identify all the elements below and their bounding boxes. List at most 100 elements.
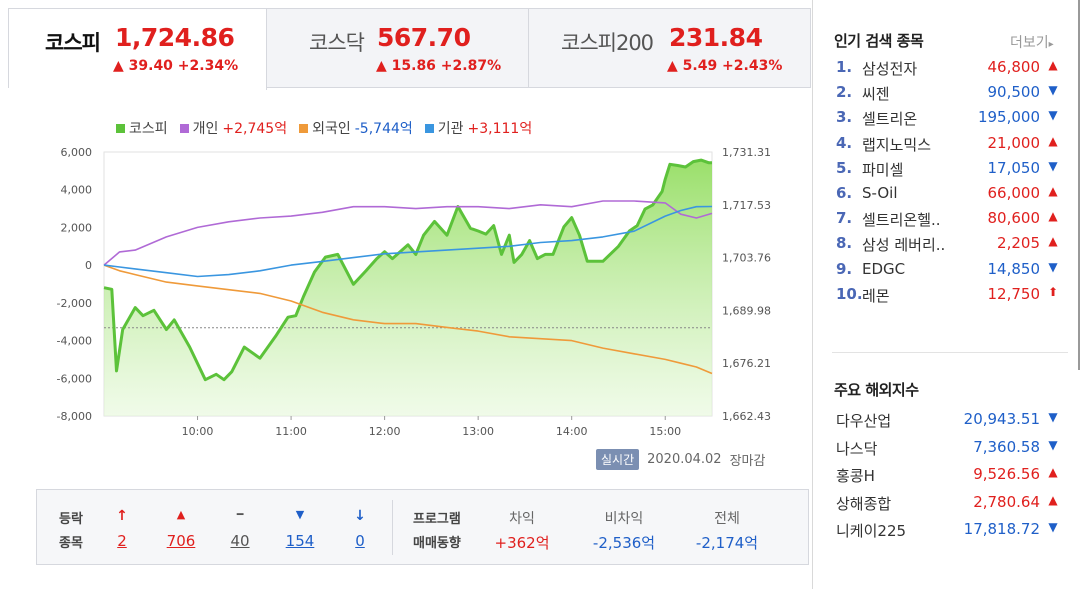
popular-item[interactable]: 6. S-Oil 66,000 ▲ (836, 184, 1060, 209)
up-triangle-icon: ▲ (1048, 492, 1058, 507)
overseas-item[interactable]: 상해종합 2,780.64 ▲ (836, 493, 1060, 518)
popular-rank: 1. (836, 58, 853, 76)
breadth-label: 종목 (59, 536, 83, 551)
series-line-institution (103, 205, 713, 278)
breadth-rise: ▲ 706 (161, 508, 201, 550)
breadth-count[interactable]: 154 (285, 532, 315, 550)
popular-item[interactable]: 9. EDGC 14,850 ▼ (836, 260, 1060, 285)
legend-foreign[interactable]: 외국인 -5,744억 (299, 118, 413, 138)
legend-swatch (179, 123, 189, 133)
popular-item[interactable]: 3. 셀트리온 195,000 ▼ (836, 108, 1060, 133)
y-right-tick-label: 1,689.98 (722, 304, 771, 317)
realtime-button[interactable]: 실시간 (596, 449, 640, 470)
up-triangle-icon: ▲ (1048, 234, 1058, 249)
popular-price: 46,800 (987, 58, 1041, 76)
divider (832, 352, 1068, 353)
scroll-edge (1078, 0, 1080, 370)
kospi-area (104, 160, 712, 416)
down-triangle-icon: ▼ (1048, 83, 1058, 98)
popular-item[interactable]: 8. 삼성 레버리.. 2,205 ▲ (836, 234, 1060, 259)
overseas-item[interactable]: 다우산업 20,943.51 ▼ (836, 410, 1060, 435)
popular-price: 14,850 (987, 259, 1041, 278)
tab-kospi200[interactable]: 코스피200 231.84 ▲ 5.49 +2.43% (529, 9, 810, 87)
popular-name[interactable]: EDGC (862, 259, 906, 278)
legend-swatch (424, 123, 434, 133)
program-header: 차익 (509, 511, 535, 527)
x-tick-label: 14:00 (556, 425, 588, 438)
legend-institution[interactable]: 기관 +3,111억 (424, 118, 532, 138)
tab-change: ▲ 5.49 +2.43% (667, 58, 783, 74)
overseas-price: 17,818.72 (963, 520, 1040, 538)
popular-item[interactable]: 5. 파미셀 17,050 ▼ (836, 159, 1060, 184)
popular-price: 17,050 (987, 158, 1041, 177)
popular-name[interactable]: 씨젠 (862, 85, 890, 104)
breadth-count[interactable]: 706 (166, 532, 196, 550)
popular-price: 2,205 (997, 234, 1040, 253)
overseas-price: 7,360.58 (973, 437, 1040, 456)
overseas-name[interactable]: 상해종합 (836, 494, 892, 513)
legend-label: 기관 (437, 121, 464, 137)
overseas-item[interactable]: 홍콩H 9,526.56 ▲ (836, 465, 1060, 490)
up-triangle-icon: ▲ (1048, 184, 1058, 198)
popular-item[interactable]: 2. 씨젠 90,500 ▼ (836, 83, 1060, 108)
chart-footer: 실시간 2020.04.02 장마감 (596, 449, 765, 470)
popular-name[interactable]: 삼성 레버리.. (862, 236, 946, 255)
up-triangle-icon: ▲ (176, 508, 186, 521)
divider (812, 0, 813, 589)
popular-title: 인기 검색 종목 (834, 32, 924, 50)
more-link[interactable]: 더보기▸ (1010, 32, 1054, 52)
down-triangle-icon: ▼ (1048, 437, 1058, 452)
tab-kosdaq[interactable]: 코스닥 567.70 ▲ 15.86 +2.87% (267, 9, 529, 87)
popular-item[interactable]: 1. 삼성전자 46,800 ▲ (836, 58, 1060, 83)
legend-value: +2,745억 (222, 121, 288, 137)
popular-price: 90,500 (987, 83, 1041, 102)
tab-name: 코스피200 (561, 31, 654, 55)
breadth-count[interactable]: 0 (355, 532, 365, 550)
popular-name[interactable]: 셀트리온 (862, 110, 918, 129)
overseas-price: 2,780.64 (973, 492, 1040, 511)
dash-icon: ━ (236, 508, 244, 521)
down-triangle-icon: ▼ (1048, 259, 1058, 274)
breadth-count[interactable]: 2 (117, 532, 127, 550)
legend-kospi[interactable]: 코스피 (116, 118, 168, 138)
overseas-name[interactable]: 나스닥 (836, 439, 878, 458)
market-status: 장마감 (729, 454, 766, 469)
overseas-name[interactable]: 홍콩H (836, 467, 875, 485)
series-line-kospi (103, 158, 712, 382)
up-triangle-icon: ▲ (1048, 133, 1058, 148)
breadth-count[interactable]: 40 (230, 532, 250, 550)
legend-label: 외국인 (312, 121, 351, 137)
popular-item[interactable]: 7. 셀트리온헬.. 80,600 ▲ (836, 209, 1060, 234)
popular-rank: 4. (836, 133, 853, 152)
popular-price: 21,000 (987, 133, 1041, 152)
legend-swatch (299, 123, 309, 133)
overseas-name[interactable]: 니케이225 (836, 522, 907, 540)
legend-label: 개인 (192, 121, 219, 137)
popular-name[interactable]: 셀트리온헬.. (862, 211, 941, 230)
program-value: -2,174억 (695, 534, 759, 552)
overseas-name[interactable]: 다우산업 (836, 412, 892, 430)
popular-price: 66,000 (987, 184, 1041, 202)
popular-price: 80,600 (987, 209, 1041, 228)
tab-kospi[interactable]: 코스피 1,724.86 ▲ 39.40 +2.34% (9, 9, 267, 90)
popular-item[interactable]: 10. 레몬 12,750 ⬆ (836, 285, 1060, 310)
up-triangle-icon: ▲ (1048, 209, 1058, 224)
tab-value: 567.70 (377, 23, 471, 52)
popular-name[interactable]: S-Oil (862, 184, 898, 202)
series-line-foreign (103, 264, 713, 375)
popular-rank: 2. (836, 83, 853, 102)
popular-name[interactable]: 레몬 (862, 286, 890, 305)
divider (392, 500, 393, 555)
popular-item[interactable]: 4. 랩지노믹스 21,000 ▲ (836, 134, 1060, 159)
overseas-item[interactable]: 니케이225 17,818.72 ▼ (836, 520, 1060, 545)
overseas-price: 9,526.56 (973, 465, 1040, 483)
popular-name[interactable]: 파미셀 (862, 160, 904, 179)
popular-name[interactable]: 삼성전자 (862, 60, 918, 78)
y-right-tick-label: 1,703.76 (722, 252, 771, 265)
more-label: 더보기 (1010, 35, 1049, 51)
overseas-item[interactable]: 나스닥 7,360.58 ▼ (836, 438, 1060, 463)
legend-individual[interactable]: 개인 +2,745억 (179, 118, 288, 138)
right-panel: 인기 검색 종목 더보기▸ 1. 삼성전자 46,800 ▲ 2. 씨젠 90,500 ▼ 3.… (812, 0, 1080, 589)
lower-limit-icon: ↓ (354, 508, 366, 524)
popular-name[interactable]: 랩지노믹스 (862, 135, 932, 154)
